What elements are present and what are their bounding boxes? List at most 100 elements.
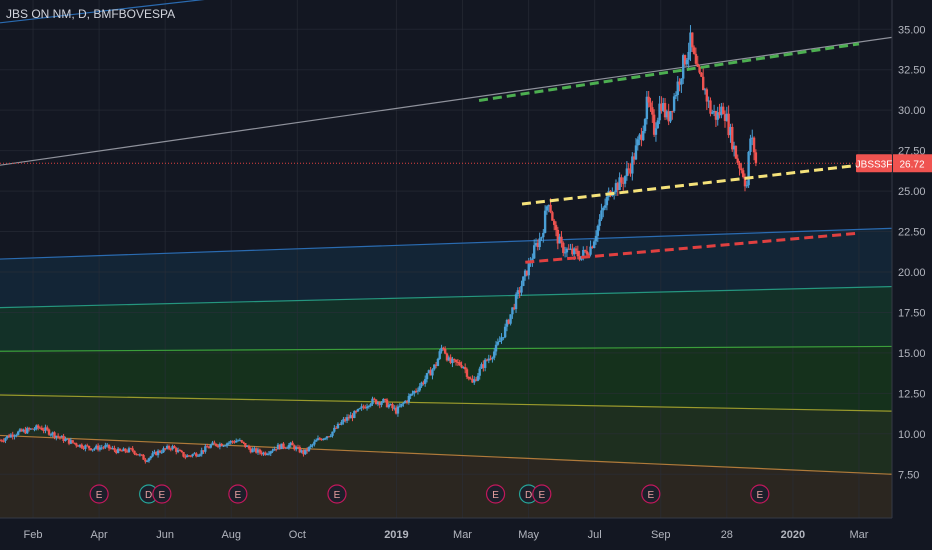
- candle-body: [449, 357, 452, 363]
- candle-body: [280, 443, 283, 450]
- candle-body: [700, 72, 703, 77]
- candle-body: [660, 103, 663, 111]
- candle-body: [125, 451, 129, 453]
- candle-body: [253, 448, 256, 450]
- candle-body: [456, 361, 460, 363]
- candle-body: [24, 429, 27, 434]
- candle-body: [554, 224, 558, 230]
- candle-body: [600, 210, 603, 220]
- ticker-text: JBSS3F: [856, 159, 893, 170]
- candle-body: [298, 447, 302, 453]
- candle-body: [294, 447, 298, 450]
- candle-body: [545, 206, 549, 211]
- candle-body: [278, 444, 282, 450]
- candle-body: [429, 370, 432, 376]
- candle-body: [745, 185, 749, 187]
- channel-zone: [0, 228, 892, 308]
- candle-body: [585, 251, 589, 255]
- candle-body: [207, 447, 211, 449]
- candle-body: [618, 177, 621, 191]
- candle-body: [144, 459, 147, 462]
- candle-body: [165, 446, 169, 449]
- price-axis[interactable]: 7.50 10.00 12.50 15.00 17.50 20.00 22.50 25.00 2…: [898, 24, 926, 481]
- candle-body: [385, 399, 389, 408]
- candle-body: [314, 440, 318, 442]
- candle-body: [478, 368, 481, 376]
- candle-body: [66, 438, 69, 440]
- candle-body: [345, 417, 349, 421]
- candle-body: [249, 448, 252, 453]
- x-tick-label: Feb: [24, 529, 43, 541]
- candle-body: [213, 442, 216, 444]
- candle-body: [354, 411, 358, 413]
- x-tick-label: Aug: [221, 529, 241, 541]
- candle-body: [509, 314, 512, 324]
- candle-body: [273, 448, 276, 451]
- candle-body: [533, 245, 536, 259]
- candle-body: [6, 435, 9, 439]
- candle-body: [436, 358, 440, 366]
- candle-body: [563, 252, 567, 254]
- candle-body: [89, 448, 93, 451]
- candle-body: [329, 435, 332, 437]
- candle-body: [723, 114, 727, 121]
- candle-body: [218, 443, 222, 447]
- candle-body: [565, 248, 569, 253]
- chart-title: JBS ON NM, D, BMFBOVESPA: [6, 7, 175, 21]
- candle-body: [235, 440, 238, 443]
- candle-body: [640, 134, 643, 141]
- candle-body: [736, 158, 739, 163]
- candle-body: [282, 443, 285, 448]
- candle-body: [380, 402, 383, 405]
- candle-body: [136, 454, 140, 456]
- candle-body: [691, 32, 694, 48]
- candle-body: [405, 401, 409, 403]
- candle-body: [38, 427, 42, 429]
- candle-body: [500, 337, 503, 341]
- x-tick-label: Mar: [849, 529, 868, 541]
- candle-body: [269, 451, 272, 454]
- candle-body: [13, 435, 16, 437]
- candle-body: [556, 229, 560, 244]
- candle-body: [233, 441, 236, 443]
- candle-body: [231, 441, 234, 443]
- candle-body: [351, 415, 354, 419]
- channel-lines: [0, 0, 892, 475]
- candle-body: [694, 53, 698, 64]
- candle-body: [391, 404, 394, 409]
- candle-body: [649, 102, 652, 108]
- candle-body: [682, 55, 685, 79]
- candle-body: [44, 427, 47, 431]
- candle-body: [678, 81, 681, 85]
- candle-body: [476, 375, 480, 381]
- candle-body: [53, 432, 56, 438]
- candle-body: [462, 367, 465, 369]
- candle-body: [200, 450, 203, 455]
- candle-body: [26, 428, 29, 434]
- candle-body: [318, 438, 321, 440]
- time-axis[interactable]: Feb Apr Jun Aug Oct 2019 Mar May Jul Sep 28 2020 Mar: [24, 529, 869, 541]
- candle-body: [543, 210, 547, 233]
- candle-body: [743, 177, 747, 187]
- candle-body: [473, 379, 476, 383]
- candle-body: [291, 442, 294, 446]
- candle-body: [485, 359, 489, 361]
- candle-body: [460, 365, 463, 368]
- candle-body: [527, 262, 530, 276]
- candle-body: [751, 137, 754, 139]
- candle-body: [62, 435, 65, 442]
- channel-zone-bottom: [0, 435, 892, 518]
- y-tick-label: 32.50: [898, 65, 926, 77]
- candle-body: [651, 107, 654, 115]
- y-tick-label: 12.50: [898, 388, 926, 400]
- candle-body: [82, 447, 85, 449]
- candle-body: [176, 450, 180, 452]
- candle-body: [469, 378, 472, 380]
- x-tick-label: Jun: [156, 529, 174, 541]
- candle-body: [236, 440, 240, 442]
- candle-body: [674, 95, 678, 97]
- candle-body: [562, 242, 565, 253]
- candle-body: [287, 445, 291, 448]
- candle-body: [251, 449, 254, 453]
